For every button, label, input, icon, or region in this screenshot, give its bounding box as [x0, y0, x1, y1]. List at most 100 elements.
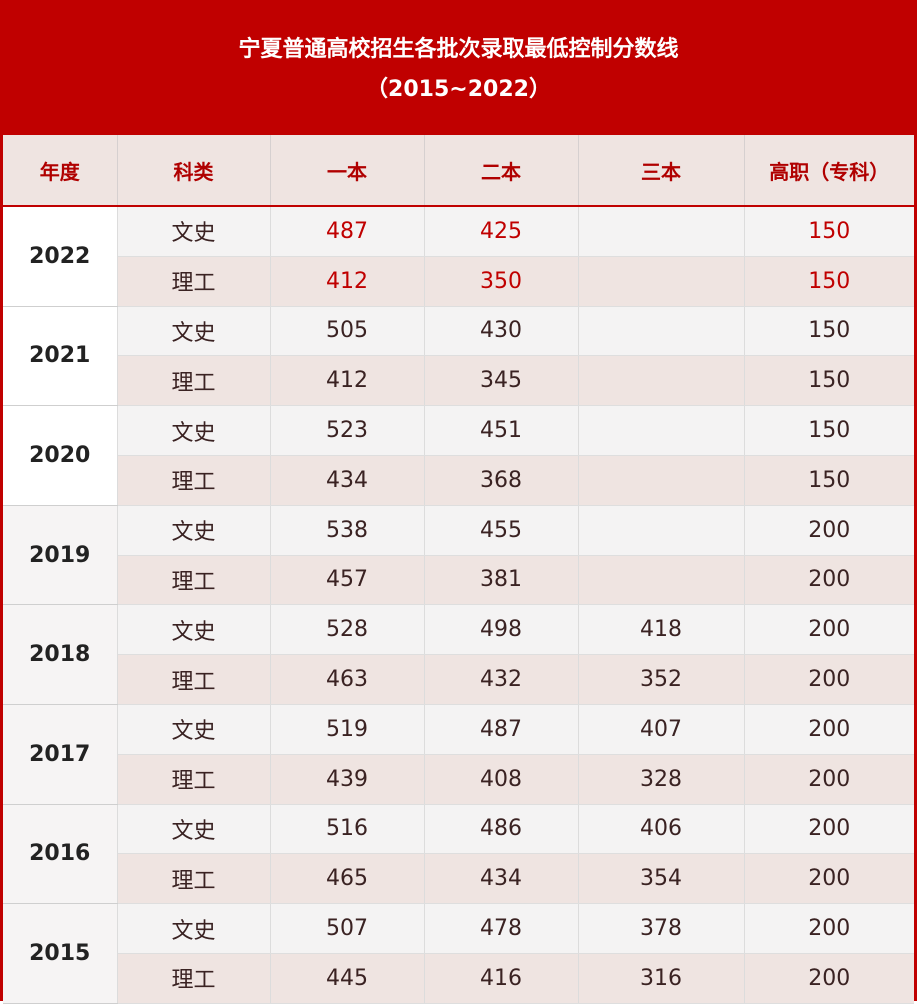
vocational-score-cell: 200 [744, 754, 914, 805]
tier-1-score-cell: 516 [270, 804, 425, 855]
tier-2-score-cell: 430 [424, 306, 579, 357]
tier-3-score-cell: 316 [578, 953, 745, 1004]
table-row: 理工 412 345 150 [3, 355, 914, 407]
table-row: 理工 463 432 352 200 [3, 654, 914, 705]
year-cell: 2019 [3, 505, 118, 606]
vocational-score-cell: 200 [744, 903, 914, 954]
category-cell: 理工 [117, 256, 271, 307]
category-cell: 理工 [117, 555, 271, 606]
tier-1-score-cell: 445 [270, 953, 425, 1004]
year-cell: 2015 [3, 903, 118, 1004]
category-cell: 文史 [117, 903, 271, 954]
tier-1-score-cell: 507 [270, 903, 425, 954]
category-cell: 文史 [117, 206, 271, 257]
tier-1-score-cell: 487 [270, 206, 425, 257]
tier-2-score-cell: 425 [424, 206, 579, 257]
tier-1-score-cell: 465 [270, 853, 425, 905]
category-cell: 文史 [117, 306, 271, 357]
table-row: 2021 文史 505 430 150 [3, 306, 914, 407]
tier-2-score-cell: 432 [424, 654, 579, 705]
year-cell: 2020 [3, 405, 118, 506]
header-year: 年度 [3, 135, 118, 207]
tier-1-score-cell: 439 [270, 754, 425, 805]
score-table: 年度 科类 一本 二本 三本 高职（专科） 2022 文史 487 425 150 理工 4… [3, 135, 914, 1004]
vocational-score-cell: 200 [744, 604, 914, 656]
tier-1-score-cell: 412 [270, 355, 425, 407]
vocational-score-cell: 200 [744, 853, 914, 905]
header-tier-1: 一本 [270, 135, 425, 207]
header-tier-2: 二本 [424, 135, 579, 207]
table-row: 理工 434 368 150 [3, 455, 914, 506]
category-cell: 文史 [117, 405, 271, 456]
table-body: 2022 文史 487 425 150 理工 412 350 150 2021 文史 505 430 15… [3, 206, 914, 1004]
tier-3-score-cell [578, 455, 745, 506]
tier-3-score-cell [578, 405, 745, 456]
table-row: 2020 文史 523 451 150 [3, 405, 914, 506]
table-row: 理工 412 350 150 [3, 256, 914, 307]
tier-1-score-cell: 528 [270, 604, 425, 656]
tier-3-score-cell [578, 306, 745, 357]
table-row: 2018 文史 528 498 418 200 [3, 604, 914, 705]
category-cell: 理工 [117, 853, 271, 905]
tier-3-score-cell [578, 355, 745, 407]
table-row: 理工 457 381 200 [3, 555, 914, 606]
tier-1-score-cell: 463 [270, 654, 425, 705]
tier-3-score-cell: 354 [578, 853, 745, 905]
tier-3-score-cell: 328 [578, 754, 745, 805]
vocational-score-cell: 200 [744, 953, 914, 1004]
category-cell: 文史 [117, 604, 271, 656]
table-row: 2019 文史 538 455 200 [3, 505, 914, 606]
table-row: 2017 文史 519 487 407 200 [3, 704, 914, 805]
vocational-score-cell: 200 [744, 555, 914, 606]
tier-2-score-cell: 416 [424, 953, 579, 1004]
category-cell: 理工 [117, 953, 271, 1004]
table-row: 2022 文史 487 425 150 [3, 206, 914, 307]
category-cell: 文史 [117, 804, 271, 855]
tier-1-score-cell: 519 [270, 704, 425, 755]
vocational-score-cell: 200 [744, 804, 914, 855]
tier-2-score-cell: 350 [424, 256, 579, 307]
table-header-row: 年度 科类 一本 二本 三本 高职（专科） [3, 135, 914, 207]
tier-2-score-cell: 498 [424, 604, 579, 656]
tier-3-score-cell [578, 505, 745, 556]
tier-3-score-cell: 352 [578, 654, 745, 705]
category-cell: 理工 [117, 754, 271, 805]
tier-3-score-cell [578, 555, 745, 606]
page-subtitle-years: （2015~2022） [366, 77, 551, 102]
tier-2-score-cell: 478 [424, 903, 579, 954]
vocational-score-cell: 150 [744, 355, 914, 407]
year-cell: 2018 [3, 604, 118, 705]
title-banner: 宁夏普通高校招生各批次录取最低控制分数线 （2015~2022） [3, 3, 914, 135]
category-cell: 文史 [117, 704, 271, 755]
tier-2-score-cell: 381 [424, 555, 579, 606]
category-cell: 文史 [117, 505, 271, 556]
table-row: 理工 445 416 316 200 [3, 953, 914, 1004]
tier-3-score-cell: 406 [578, 804, 745, 855]
tier-2-score-cell: 408 [424, 754, 579, 805]
vocational-score-cell: 150 [744, 256, 914, 307]
year-cell: 2022 [3, 206, 118, 307]
tier-2-score-cell: 434 [424, 853, 579, 905]
tier-3-score-cell: 378 [578, 903, 745, 954]
header-category: 科类 [117, 135, 271, 207]
page-title: 宁夏普通高校招生各批次录取最低控制分数线 [238, 37, 679, 62]
tier-3-score-cell [578, 206, 745, 257]
tier-3-score-cell: 407 [578, 704, 745, 755]
tier-2-score-cell: 368 [424, 455, 579, 506]
tier-1-score-cell: 523 [270, 405, 425, 456]
table-row: 2015 文史 507 478 378 200 [3, 903, 914, 1004]
tier-1-score-cell: 505 [270, 306, 425, 357]
category-cell: 理工 [117, 455, 271, 506]
vocational-score-cell: 150 [744, 455, 914, 506]
year-cell: 2016 [3, 804, 118, 905]
year-cell: 2017 [3, 704, 118, 805]
tier-1-score-cell: 434 [270, 455, 425, 506]
tier-2-score-cell: 455 [424, 505, 579, 556]
header-vocational: 高职（专科） [744, 135, 914, 207]
table-row: 理工 439 408 328 200 [3, 754, 914, 805]
category-cell: 理工 [117, 654, 271, 705]
category-cell: 理工 [117, 355, 271, 407]
tier-1-score-cell: 457 [270, 555, 425, 606]
tier-1-score-cell: 538 [270, 505, 425, 556]
